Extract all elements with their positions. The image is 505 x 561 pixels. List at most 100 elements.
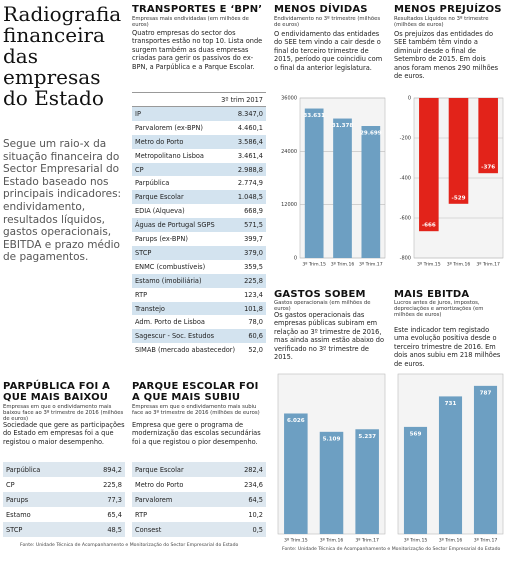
row-value: 4.460,1 (237, 123, 263, 132)
x-tick-label: 3º Trim.17 (359, 262, 383, 268)
table-row: RTP 10,2 (132, 507, 266, 522)
row-label: SIMAB (mercado abastecedor) (135, 346, 236, 355)
bar (473, 385, 498, 534)
row-label: Parups (6, 495, 29, 504)
intro: Segue um raio-x da situação financeira d… (3, 138, 122, 264)
bar (319, 431, 344, 534)
y-tick-label: -400 (400, 176, 411, 182)
table-row: Metropolitano Lisboa 3.461,4 (132, 148, 266, 163)
row-value: 123,4 (244, 290, 263, 299)
row-label: Metro do Porto (135, 137, 184, 146)
row-label: RTP (135, 290, 148, 299)
row-label: Parpública (6, 465, 41, 474)
row-value: 894,2 (103, 465, 122, 474)
row-label: IP (135, 109, 141, 118)
bar (478, 98, 498, 174)
row-label: Estamo (6, 510, 31, 519)
section-title: PARPÚBLICA FOI A QUE MAIS BAIXOU (3, 381, 111, 403)
row-value: 3.586,4 (237, 137, 263, 146)
x-tick-label: 3º Trim.16 (447, 262, 471, 268)
value-label: 569 (410, 431, 422, 437)
table-row: Adm. Porto de Lisboa 78,0 (132, 315, 266, 330)
chart-subtitle: Lucros antes de juros, impostos, depreci… (394, 300, 484, 319)
row-label: Parque Escolar (135, 193, 184, 202)
row-value: 2.774,9 (237, 179, 263, 188)
row-value: 52,0 (248, 346, 263, 355)
section-subtitle: Empresas em que o endividamento mais sub… (132, 404, 260, 417)
table-row: Sagescur - Soc. Estudos 60,6 (132, 329, 266, 344)
row-label: Estamo (imobiliária) (135, 276, 202, 285)
source: Fonte: Unidade Técnica de Acompanhamento… (20, 543, 239, 548)
row-label: Adm. Porto de Lisboa (135, 318, 205, 327)
row-label: EDIA (Alqueva) (135, 207, 185, 216)
x-tick-label: 3º Trim.17 (355, 538, 379, 544)
bar (355, 429, 379, 534)
row-value: 225,8 (244, 276, 263, 285)
debt-table: 3º trim 2017 IP 8.347,0 Parvalorem (ex-BPN)… (132, 92, 266, 358)
x-tick-label: 3º Trim.16 (320, 538, 344, 544)
row-value: 2.988,8 (237, 165, 263, 174)
row-value: 668,9 (244, 207, 263, 216)
row-label: Consest (135, 525, 162, 534)
y-tick-label: 12000 (281, 202, 297, 208)
chart-subtitle: Endividamento no 3º trimestre (milhões d… (274, 16, 381, 29)
value-label: -529 (452, 195, 466, 201)
table-row: Metro do Porto 234,6 (132, 477, 266, 492)
row-value: 399,7 (244, 235, 263, 244)
y-tick-label: 0 (294, 256, 297, 262)
bar (361, 126, 381, 258)
row-label: Parups (ex-BPN) (135, 235, 188, 244)
value-label: 5.109 (323, 436, 341, 442)
y-tick-label: 24000 (281, 149, 297, 155)
x-tick-label: 3º Trim.15 (404, 538, 428, 544)
table-row: Parpública 894,2 (3, 462, 125, 477)
chart: 0 12000 24000 36000 33.631 3º Trim.15 31.378 3º… (281, 96, 386, 268)
row-value: 1.048,5 (237, 193, 263, 202)
chart-text: Este indicador tem registado uma evoluçã… (394, 326, 501, 368)
table-row: CP 225,8 (3, 477, 125, 492)
row-label: Parvalorem (135, 495, 173, 504)
row-label: CP (135, 165, 144, 174)
chart-title: MAIS EBITDA (394, 289, 470, 300)
table-row: Parups (ex-BPN) 399,7 (132, 232, 266, 246)
chart-text: O endividamento das entidades do SEE tem… (274, 30, 383, 72)
table-row: CP 2.988,8 (132, 162, 266, 177)
chart-text: Os gastos operacionais das empresas públ… (274, 311, 385, 362)
section-text: Empresa que gere o programa de moderniza… (132, 421, 261, 446)
row-value: 0,5 (252, 525, 264, 534)
value-label: 787 (480, 390, 492, 396)
row-value: 65,4 (107, 510, 122, 519)
bar (284, 413, 308, 534)
row-value: 101,8 (244, 304, 263, 313)
table-row: STCP 379,0 (132, 246, 266, 260)
value-label: 6.026 (287, 418, 305, 424)
row-value: 571,5 (244, 221, 263, 230)
x-tick-label: 3º Trim.16 (439, 538, 463, 544)
table-row: Transtejo 101,8 (132, 301, 266, 316)
chart: 0 -200 -400 -600 -800 -666 3º Trim.15 -529 3º Tr… (400, 96, 504, 268)
table-row: Parque Escolar 1.048,5 (132, 190, 266, 205)
row-label: Metro do Porto (135, 480, 184, 489)
table-row: Parvalorem 64,5 (132, 492, 266, 507)
x-tick-label: 3º Trim.15 (302, 262, 326, 268)
row-label: Parpública (135, 179, 170, 188)
table-header: 3º trim 2017 (132, 93, 266, 107)
row-label: Parque Escolar (135, 465, 184, 474)
x-tick-label: 3º Trim.17 (476, 262, 500, 268)
table-row: Parups 77,3 (3, 492, 125, 507)
section-title: PARQUE ESCOLAR FOI A QUE MAIS SUBIU (132, 381, 259, 403)
section-text: Quatro empresas do sector dos transporte… (132, 29, 263, 71)
table-row: EDIA (Alqueva) 668,9 (132, 204, 266, 219)
row-value: 3.461,4 (237, 151, 263, 160)
bar (304, 108, 324, 258)
y-tick-label: -600 (400, 216, 411, 222)
table-row: Parpública 2.774,9 (132, 176, 266, 191)
section-subtitle: Empresas em que o endividamento mais bai… (3, 404, 124, 423)
row-value: 282,4 (244, 465, 263, 474)
value-label: 731 (445, 401, 457, 407)
row-label: ENMC (combustíveis) (135, 262, 206, 271)
x-tick-label: 3º Trim.15 (417, 262, 441, 268)
row-value: 359,5 (244, 262, 263, 271)
row-label: RTP (135, 510, 148, 519)
